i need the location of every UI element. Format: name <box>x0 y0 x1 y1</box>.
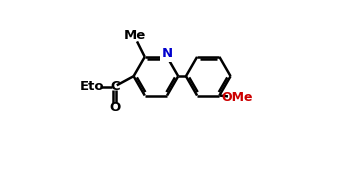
Text: C: C <box>110 80 120 93</box>
Text: N: N <box>162 47 173 60</box>
Text: OMe: OMe <box>222 91 253 104</box>
Text: Eto: Eto <box>80 80 105 93</box>
Text: Me: Me <box>124 29 146 42</box>
Text: O: O <box>109 101 120 114</box>
